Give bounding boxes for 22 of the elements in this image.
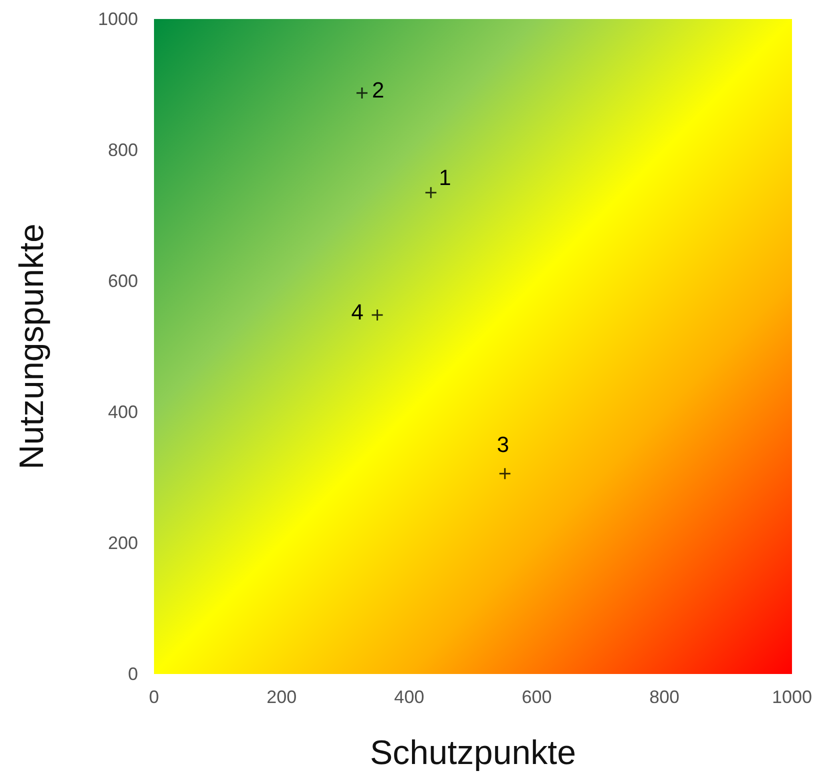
x-tick-label: 800 bbox=[649, 687, 680, 707]
point bbox=[356, 86, 368, 100]
annotation: 2 bbox=[372, 78, 384, 103]
y-axis-title: Nutzungspunkte bbox=[13, 224, 51, 470]
y-tick-label: 0 bbox=[128, 664, 138, 684]
y-tick-label: 400 bbox=[108, 402, 138, 422]
x-axis-title: Schutzpunkte bbox=[370, 734, 576, 772]
x-tick-label: 600 bbox=[522, 687, 552, 707]
x-tick-label: 1000 bbox=[772, 687, 812, 707]
annotation: 3 bbox=[496, 432, 510, 458]
point bbox=[424, 186, 438, 199]
x-tick-label: 400 bbox=[394, 687, 424, 707]
x-tick-label: 200 bbox=[266, 687, 297, 707]
y-tick-label: 800 bbox=[108, 140, 138, 160]
y-tick-label: 600 bbox=[108, 271, 138, 291]
x-tick-label: 0 bbox=[148, 687, 160, 707]
y-tick-label: 1000 bbox=[98, 9, 138, 29]
annotation: 1 bbox=[438, 165, 452, 190]
annotation: 4 bbox=[351, 300, 364, 325]
point bbox=[371, 308, 384, 322]
point bbox=[498, 467, 512, 480]
y-tick-label: 200 bbox=[108, 533, 138, 553]
